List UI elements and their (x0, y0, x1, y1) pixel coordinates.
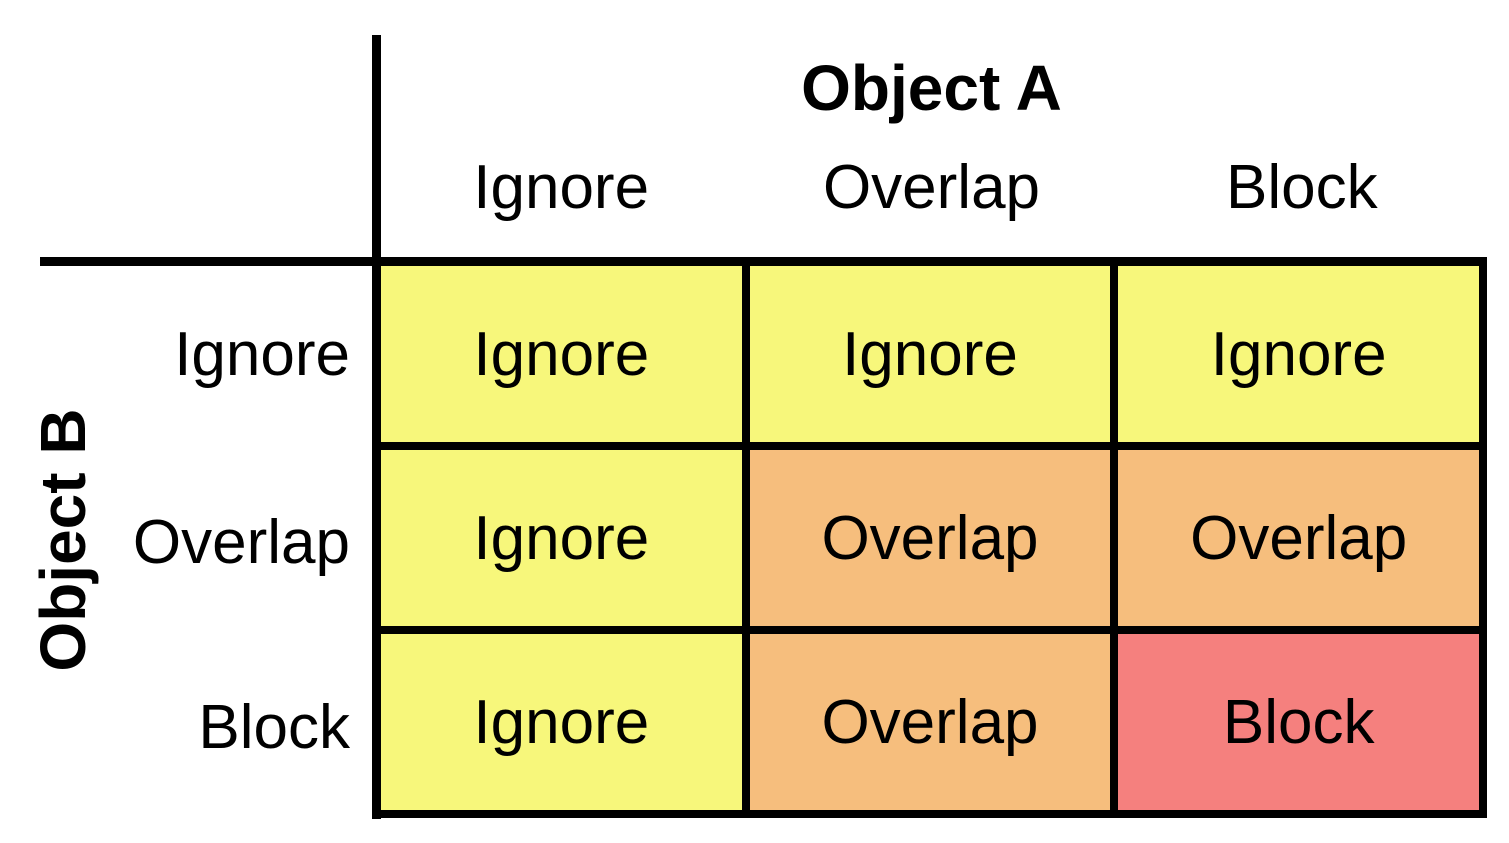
matrix-cell: Ignore (381, 450, 742, 626)
matrix-cell: Overlap (749, 634, 1111, 810)
matrix-cell: Ignore (1118, 266, 1479, 442)
matrix-cell: Overlap (1118, 450, 1479, 626)
row-header-block: Block (198, 693, 350, 762)
column-header-block: Block (1226, 153, 1378, 222)
column-header-ignore: Ignore (473, 153, 650, 222)
column-header-overlap: Overlap (822, 153, 1041, 222)
matrix-cell: Ignore (381, 634, 742, 810)
column-axis-title: Object A (801, 52, 1062, 124)
matrix-cell: Block (1118, 634, 1479, 810)
matrix-cell: Overlap (749, 450, 1111, 626)
matrix-cell: Ignore (381, 266, 742, 442)
row-header-ignore: Ignore (174, 320, 350, 389)
column-headers: Ignore Overlap Block (376, 148, 1487, 228)
row-header-overlap: Overlap (132, 508, 350, 577)
matrix-grid: Ignore Ignore Ignore Ignore Overlap Over… (373, 258, 1487, 818)
matrix-cell: Ignore (749, 266, 1111, 442)
